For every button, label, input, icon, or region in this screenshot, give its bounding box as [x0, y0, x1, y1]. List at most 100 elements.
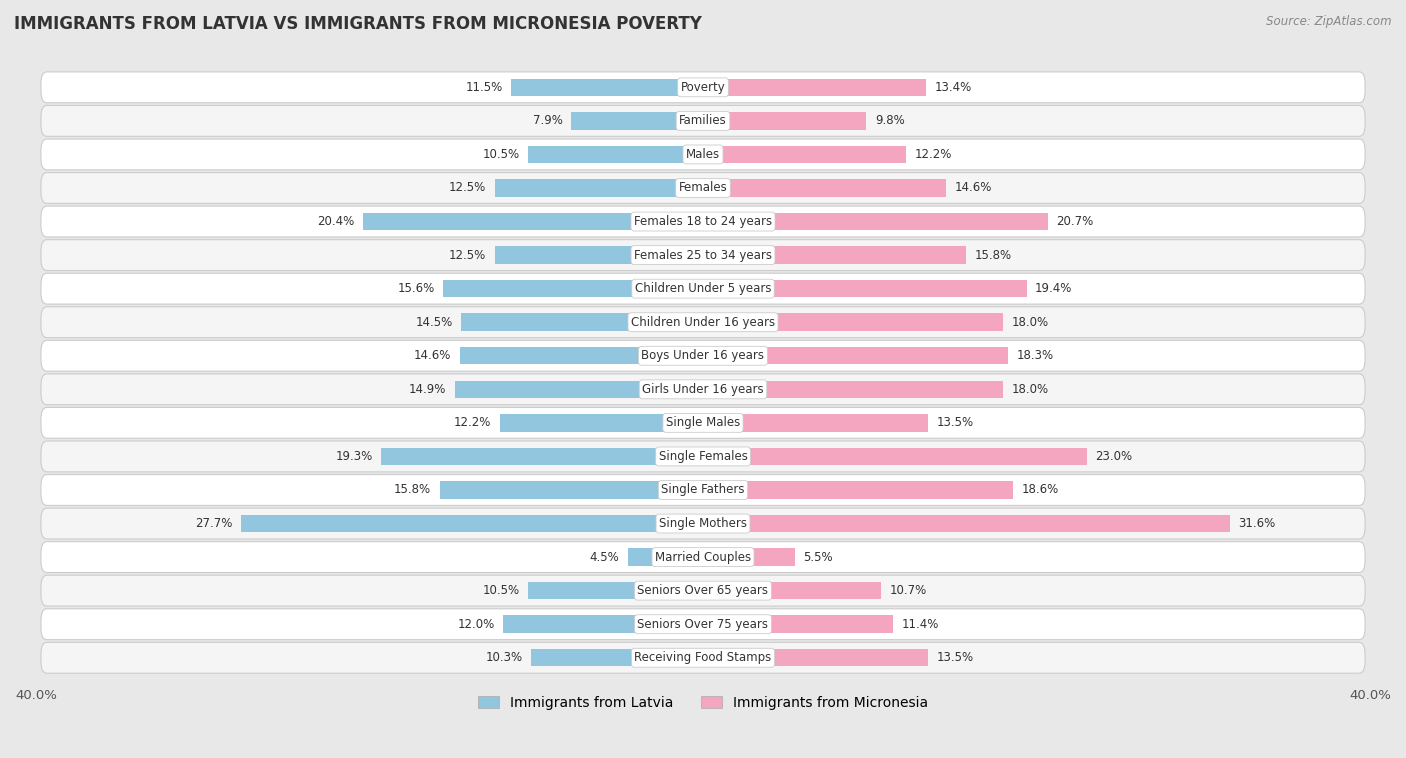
FancyBboxPatch shape — [41, 105, 1365, 136]
Bar — [495, 246, 703, 264]
Text: 12.0%: 12.0% — [457, 618, 495, 631]
Text: 14.5%: 14.5% — [416, 316, 453, 329]
FancyBboxPatch shape — [41, 575, 1365, 606]
Bar — [703, 615, 893, 633]
Text: Boys Under 16 years: Boys Under 16 years — [641, 349, 765, 362]
Bar — [499, 414, 703, 431]
Text: Females 25 to 34 years: Females 25 to 34 years — [634, 249, 772, 262]
Bar — [703, 179, 946, 197]
Text: 15.6%: 15.6% — [398, 282, 434, 295]
FancyBboxPatch shape — [41, 307, 1365, 337]
Text: 10.7%: 10.7% — [890, 584, 927, 597]
Bar — [512, 79, 703, 96]
Text: Married Couples: Married Couples — [655, 550, 751, 564]
FancyBboxPatch shape — [41, 609, 1365, 640]
Text: 19.4%: 19.4% — [1035, 282, 1073, 295]
Text: 20.7%: 20.7% — [1056, 215, 1094, 228]
Text: Children Under 5 years: Children Under 5 years — [634, 282, 772, 295]
Bar — [440, 481, 703, 499]
Legend: Immigrants from Latvia, Immigrants from Micronesia: Immigrants from Latvia, Immigrants from … — [472, 690, 934, 715]
Text: 18.0%: 18.0% — [1011, 383, 1049, 396]
Text: Single Fathers: Single Fathers — [661, 484, 745, 496]
Bar — [703, 146, 907, 163]
Bar — [240, 515, 703, 532]
Bar — [703, 314, 1002, 331]
Text: 20.4%: 20.4% — [318, 215, 354, 228]
Bar — [703, 414, 928, 431]
Bar — [495, 179, 703, 197]
Text: 10.3%: 10.3% — [485, 651, 523, 664]
Text: Males: Males — [686, 148, 720, 161]
Text: Girls Under 16 years: Girls Under 16 years — [643, 383, 763, 396]
Bar — [703, 347, 1008, 365]
Bar — [443, 280, 703, 297]
Text: 4.5%: 4.5% — [591, 550, 620, 564]
Text: Single Males: Single Males — [666, 416, 740, 429]
Text: 14.9%: 14.9% — [409, 383, 446, 396]
Bar — [527, 146, 703, 163]
Text: 23.0%: 23.0% — [1095, 450, 1132, 463]
Bar — [703, 515, 1230, 532]
FancyBboxPatch shape — [41, 408, 1365, 438]
Text: 12.5%: 12.5% — [449, 249, 486, 262]
Bar — [628, 548, 703, 565]
Bar — [703, 548, 794, 565]
Text: 15.8%: 15.8% — [974, 249, 1012, 262]
Text: 19.3%: 19.3% — [336, 450, 373, 463]
FancyBboxPatch shape — [41, 642, 1365, 673]
Text: Source: ZipAtlas.com: Source: ZipAtlas.com — [1267, 15, 1392, 28]
Text: 10.5%: 10.5% — [482, 148, 520, 161]
Text: 18.6%: 18.6% — [1022, 484, 1059, 496]
Text: 15.8%: 15.8% — [394, 484, 432, 496]
Text: IMMIGRANTS FROM LATVIA VS IMMIGRANTS FROM MICRONESIA POVERTY: IMMIGRANTS FROM LATVIA VS IMMIGRANTS FRO… — [14, 15, 702, 33]
Text: 31.6%: 31.6% — [1239, 517, 1275, 530]
Bar — [381, 448, 703, 465]
FancyBboxPatch shape — [41, 542, 1365, 572]
FancyBboxPatch shape — [41, 340, 1365, 371]
Bar — [703, 79, 927, 96]
Text: Seniors Over 65 years: Seniors Over 65 years — [637, 584, 769, 597]
Bar — [703, 280, 1026, 297]
Bar — [703, 649, 928, 666]
Text: 13.4%: 13.4% — [935, 81, 972, 94]
Text: Children Under 16 years: Children Under 16 years — [631, 316, 775, 329]
Text: Single Females: Single Females — [658, 450, 748, 463]
Text: 5.5%: 5.5% — [803, 550, 832, 564]
Bar — [527, 582, 703, 600]
FancyBboxPatch shape — [41, 273, 1365, 304]
FancyBboxPatch shape — [41, 441, 1365, 472]
FancyBboxPatch shape — [41, 240, 1365, 271]
FancyBboxPatch shape — [41, 173, 1365, 203]
Text: 11.4%: 11.4% — [901, 618, 939, 631]
Bar — [460, 347, 703, 365]
Text: 9.8%: 9.8% — [875, 114, 904, 127]
FancyBboxPatch shape — [41, 475, 1365, 506]
Text: 7.9%: 7.9% — [533, 114, 562, 127]
Text: Families: Families — [679, 114, 727, 127]
Text: 18.0%: 18.0% — [1011, 316, 1049, 329]
Bar — [571, 112, 703, 130]
Text: 13.5%: 13.5% — [936, 416, 973, 429]
Text: 14.6%: 14.6% — [413, 349, 451, 362]
Text: Females 18 to 24 years: Females 18 to 24 years — [634, 215, 772, 228]
Bar — [503, 615, 703, 633]
Text: Single Mothers: Single Mothers — [659, 517, 747, 530]
Text: Females: Females — [679, 181, 727, 195]
Bar — [703, 582, 882, 600]
Text: 14.6%: 14.6% — [955, 181, 993, 195]
Bar — [703, 448, 1087, 465]
Text: 12.2%: 12.2% — [454, 416, 491, 429]
Bar — [703, 381, 1002, 398]
FancyBboxPatch shape — [41, 374, 1365, 405]
Bar — [703, 246, 966, 264]
Text: 13.5%: 13.5% — [936, 651, 973, 664]
Text: Receiving Food Stamps: Receiving Food Stamps — [634, 651, 772, 664]
Bar — [703, 213, 1049, 230]
Text: 27.7%: 27.7% — [195, 517, 233, 530]
Bar — [363, 213, 703, 230]
Bar — [531, 649, 703, 666]
Text: Seniors Over 75 years: Seniors Over 75 years — [637, 618, 769, 631]
Text: 10.5%: 10.5% — [482, 584, 520, 597]
Text: 12.2%: 12.2% — [915, 148, 952, 161]
Text: 18.3%: 18.3% — [1017, 349, 1053, 362]
